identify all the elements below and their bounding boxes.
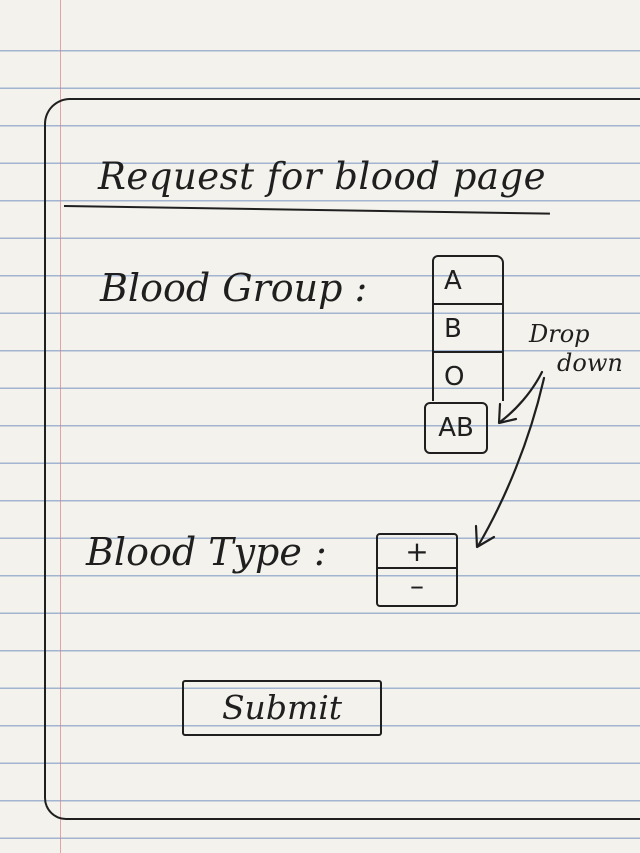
page-title: Request for blood page <box>98 155 547 198</box>
blood-group-option-a[interactable]: A <box>434 257 502 305</box>
blood-type-option-negative[interactable]: – <box>410 569 424 602</box>
notebook-margin-line <box>60 0 61 853</box>
annotation-line-2: down <box>557 348 623 377</box>
annotation-line-1: Drop <box>529 320 590 348</box>
blood-group-option-b[interactable]: B <box>434 305 502 353</box>
dropdown-annotation: Drop down <box>529 320 623 378</box>
submit-button[interactable]: Submit <box>182 680 382 736</box>
blood-type-dropdown[interactable]: + – <box>376 533 458 607</box>
blood-type-option-positive[interactable]: + <box>378 535 456 569</box>
blood-group-dropdown-list[interactable]: A B O <box>432 255 504 401</box>
blood-group-option-ab[interactable]: AB <box>424 402 488 454</box>
blood-type-label: Blood Type : <box>86 530 327 574</box>
blood-group-label: Blood Group : <box>100 266 368 310</box>
blood-group-option-o[interactable]: O <box>444 362 465 392</box>
page-frame <box>44 98 640 820</box>
